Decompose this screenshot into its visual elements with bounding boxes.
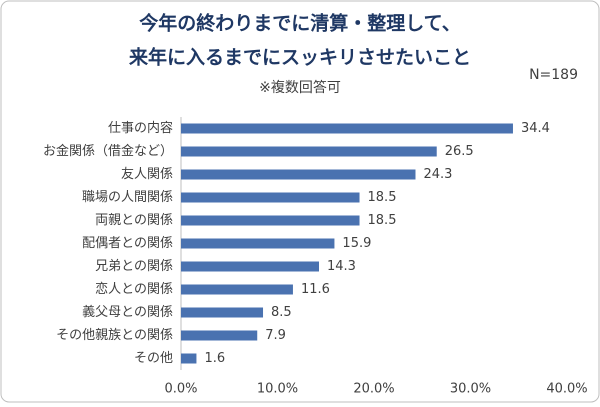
y-tick-label: 義父母との関係 <box>82 304 173 320</box>
bar <box>181 169 416 180</box>
bar <box>181 284 293 295</box>
bar <box>181 146 437 157</box>
x-tick-label: 30.0% <box>450 382 491 397</box>
y-tick-label: 恋人との関係 <box>95 281 173 297</box>
bar <box>181 261 319 272</box>
y-tick-label: その他 <box>134 351 173 366</box>
sample-size: N=189 <box>529 67 578 83</box>
bar <box>181 330 258 341</box>
chart-subtitle: ※複数回答可 <box>259 79 341 96</box>
y-tick-label: その他親族との関係 <box>56 327 173 343</box>
chart-title: 今年の終わりまでに清算・整理して、 <box>138 12 460 35</box>
chart-title: 来年に入るまでにスッキリさせたいこと <box>129 46 471 69</box>
value-label: 8.5 <box>271 305 292 320</box>
value-label: 11.6 <box>301 282 330 297</box>
y-tick-label: 職場の人間関係 <box>82 190 173 205</box>
x-tick-label: 0.0% <box>164 382 197 397</box>
y-tick-label: 配偶者との関係 <box>82 236 173 251</box>
value-label: 7.9 <box>265 328 286 343</box>
bar <box>181 238 335 249</box>
x-tick-label: 10.0% <box>257 382 298 397</box>
value-label: 18.5 <box>368 213 397 228</box>
bar <box>181 215 360 226</box>
y-tick-label: お金関係（借金など） <box>43 143 173 159</box>
x-tick-label: 40.0% <box>546 382 587 397</box>
bar <box>181 192 360 203</box>
value-label: 26.5 <box>445 144 474 159</box>
bar <box>181 353 197 364</box>
value-label: 1.6 <box>204 351 225 366</box>
x-tick-label: 20.0% <box>353 382 394 397</box>
value-label: 15.9 <box>342 236 371 251</box>
y-tick-label: 兄弟との関係 <box>95 259 173 274</box>
value-label: 18.5 <box>368 190 397 205</box>
y-tick-label: 友人関係 <box>121 166 173 182</box>
value-label: 14.3 <box>327 259 356 274</box>
value-label: 24.3 <box>423 167 452 182</box>
y-tick-label: 両親との関係 <box>95 213 173 228</box>
value-label: 34.4 <box>521 121 550 136</box>
y-tick-label: 仕事の内容 <box>108 120 173 136</box>
bar <box>181 123 513 134</box>
bar <box>181 307 264 318</box>
